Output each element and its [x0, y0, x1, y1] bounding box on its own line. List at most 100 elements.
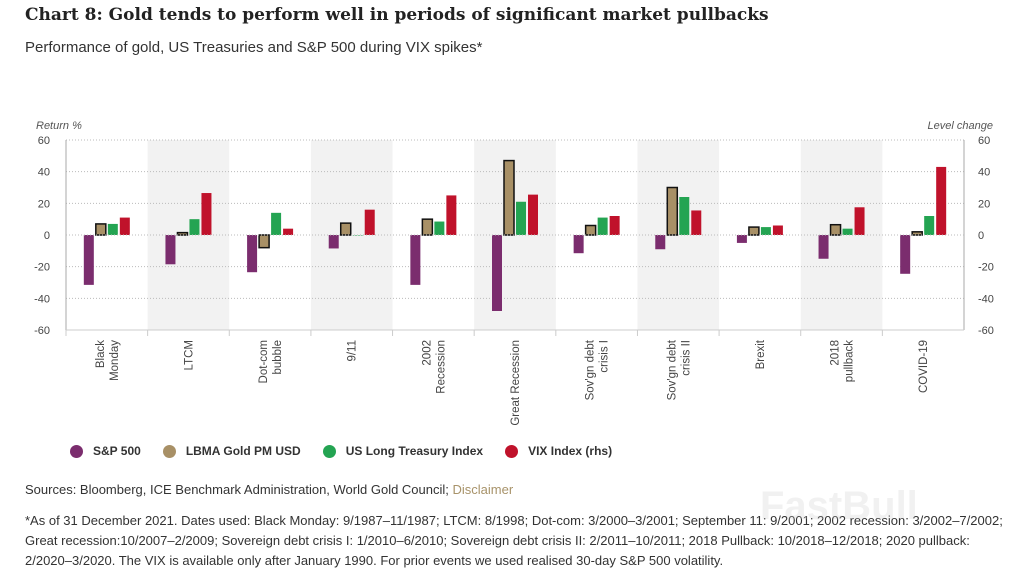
x-category-label: Brexit — [755, 339, 767, 369]
bar-s-p-500 — [247, 235, 258, 273]
legend-marker-icon — [505, 444, 519, 458]
bar-s-p-500 — [818, 235, 829, 259]
bar-us-long-treasury-index — [516, 201, 526, 235]
y-tick-label: 60 — [38, 135, 50, 147]
bar-s-p-500 — [573, 235, 584, 254]
legend-marker-icon — [70, 444, 83, 458]
sources-text: Sources: Bloomberg, ICE Benchmark Admini… — [25, 482, 449, 497]
bar-vix-index-rhs- — [691, 210, 702, 235]
bar-lbma-gold-pm-usd — [339, 222, 352, 236]
bar-vix-index-rhs- — [283, 228, 294, 235]
bar-s-p-500 — [655, 235, 666, 250]
legend-item[interactable]: S&P 500 — [70, 444, 141, 458]
x-category-label: pullback — [844, 340, 856, 382]
y2-tick-label: 20 — [978, 198, 990, 210]
bar-lbma-gold-pm-usd — [421, 218, 434, 236]
y2-axis-label: Level change — [928, 120, 993, 132]
legend-label: VIX Index (rhs) — [528, 444, 613, 458]
chart-title: Chart 8: Gold tends to perform well in p… — [25, 5, 769, 25]
x-category-label: Sov'gn debt — [585, 339, 597, 400]
x-category-label: Sov'gn debt — [666, 339, 678, 400]
y-tick-label: 0 — [44, 230, 50, 242]
legend-label: S&P 500 — [93, 444, 141, 458]
x-category-label: COVID-19 — [918, 340, 930, 393]
y2-tick-label: -60 — [978, 325, 994, 337]
bar-vix-index-rhs- — [854, 207, 865, 235]
y-tick-label: 20 — [38, 198, 50, 210]
bar-s-p-500 — [410, 235, 421, 285]
bar-s-p-500 — [328, 235, 339, 249]
x-category-label: crisis I — [599, 340, 611, 373]
bar-vix-index-rhs- — [119, 217, 130, 235]
bar-lbma-gold-pm-usd — [829, 223, 842, 236]
bar-lbma-gold-pm-usd — [584, 224, 597, 236]
y-tick-label: 40 — [38, 167, 50, 179]
bar-us-long-treasury-index — [271, 212, 282, 235]
legend: S&P 500 LBMA Gold PM USD US Long Treasury … — [70, 444, 612, 458]
bar-lbma-gold-pm-usd — [503, 159, 515, 236]
chart-subtitle: Performance of gold, US Treasuries and S… — [25, 39, 483, 56]
bar-vix-index-rhs- — [609, 216, 620, 235]
legend-label: US Long Treasury Index — [345, 444, 484, 458]
bar-us-long-treasury-index — [434, 221, 445, 235]
x-category-label: Great Recession — [510, 340, 522, 426]
category-band — [147, 140, 230, 330]
bar-us-long-treasury-index — [842, 228, 853, 235]
bar-us-long-treasury-index — [924, 216, 935, 235]
bar-vix-index-rhs- — [528, 194, 538, 235]
x-category-label: LTCM — [183, 340, 195, 370]
x-category-label: Dot-com — [258, 340, 270, 383]
x-category-label: 2002 — [421, 340, 433, 366]
legend-item[interactable]: US Long Treasury Index — [322, 444, 484, 458]
bar-us-long-treasury-index — [189, 219, 200, 235]
legend-item[interactable]: VIX Index (rhs) — [505, 444, 612, 458]
watermark: FastBull — [760, 484, 918, 528]
legend-marker-icon — [162, 444, 176, 458]
x-category-label: 2018 — [830, 340, 842, 366]
footnote: *As of 31 December 2021. Dates used: Bla… — [25, 513, 1003, 568]
legend-marker-icon — [322, 444, 336, 458]
bar-lbma-gold-pm-usd — [911, 231, 923, 236]
x-category-label: bubble — [272, 340, 284, 375]
bar-vix-index-rhs- — [446, 195, 457, 235]
y2-tick-label: -20 — [978, 262, 994, 274]
bar-lbma-gold-pm-usd — [258, 234, 270, 249]
bar-s-p-500 — [83, 235, 94, 285]
y-tick-label: -40 — [34, 293, 50, 305]
x-category-label: 9/11 — [347, 340, 359, 362]
bar-vix-index-rhs- — [201, 193, 212, 235]
y2-tick-label: 60 — [978, 135, 990, 147]
y-tick-label: -60 — [34, 325, 50, 337]
category-band — [800, 140, 883, 330]
y-axis-label: Return % — [36, 120, 82, 132]
bar-vix-index-rhs- — [364, 209, 375, 235]
bar-us-long-treasury-index — [107, 223, 118, 235]
x-category-label: Black — [95, 340, 107, 368]
y2-tick-label: 0 — [978, 230, 984, 242]
disclaimer-link[interactable]: Disclaimer — [452, 482, 514, 497]
bar-us-long-treasury-index — [760, 227, 771, 235]
x-category-label: Monday — [109, 340, 121, 381]
legend-label: LBMA Gold PM USD — [185, 444, 301, 458]
bar-us-long-treasury-index — [679, 197, 690, 235]
bar-lbma-gold-pm-usd — [95, 223, 107, 236]
bar-s-p-500 — [736, 235, 747, 243]
bar-s-p-500 — [900, 235, 911, 274]
legend-item[interactable]: LBMA Gold PM USD — [162, 444, 301, 458]
y2-tick-label: -40 — [978, 293, 994, 305]
bar-us-long-treasury-index — [597, 217, 608, 235]
bar-lbma-gold-pm-usd — [748, 226, 760, 236]
x-category-label: crisis II — [680, 340, 692, 376]
bar-lbma-gold-pm-usd — [666, 186, 679, 236]
bar-chart: 60 60 40 40 20 20 0 0 -20 -20 -40 -40 -60 -60 Return %… — [34, 120, 994, 426]
y2-tick-label: 40 — [978, 167, 990, 179]
x-category-label: Recession — [435, 340, 447, 394]
sources: Sources: Bloomberg, ICE Benchmark Admini… — [25, 482, 513, 497]
bar-s-p-500 — [492, 235, 502, 311]
bar-vix-index-rhs- — [772, 225, 783, 235]
y-tick-label: -20 — [34, 262, 50, 274]
bar-lbma-gold-pm-usd — [176, 231, 189, 236]
bar-vix-index-rhs- — [936, 166, 947, 235]
bar-s-p-500 — [165, 235, 176, 265]
category-band — [474, 140, 556, 330]
